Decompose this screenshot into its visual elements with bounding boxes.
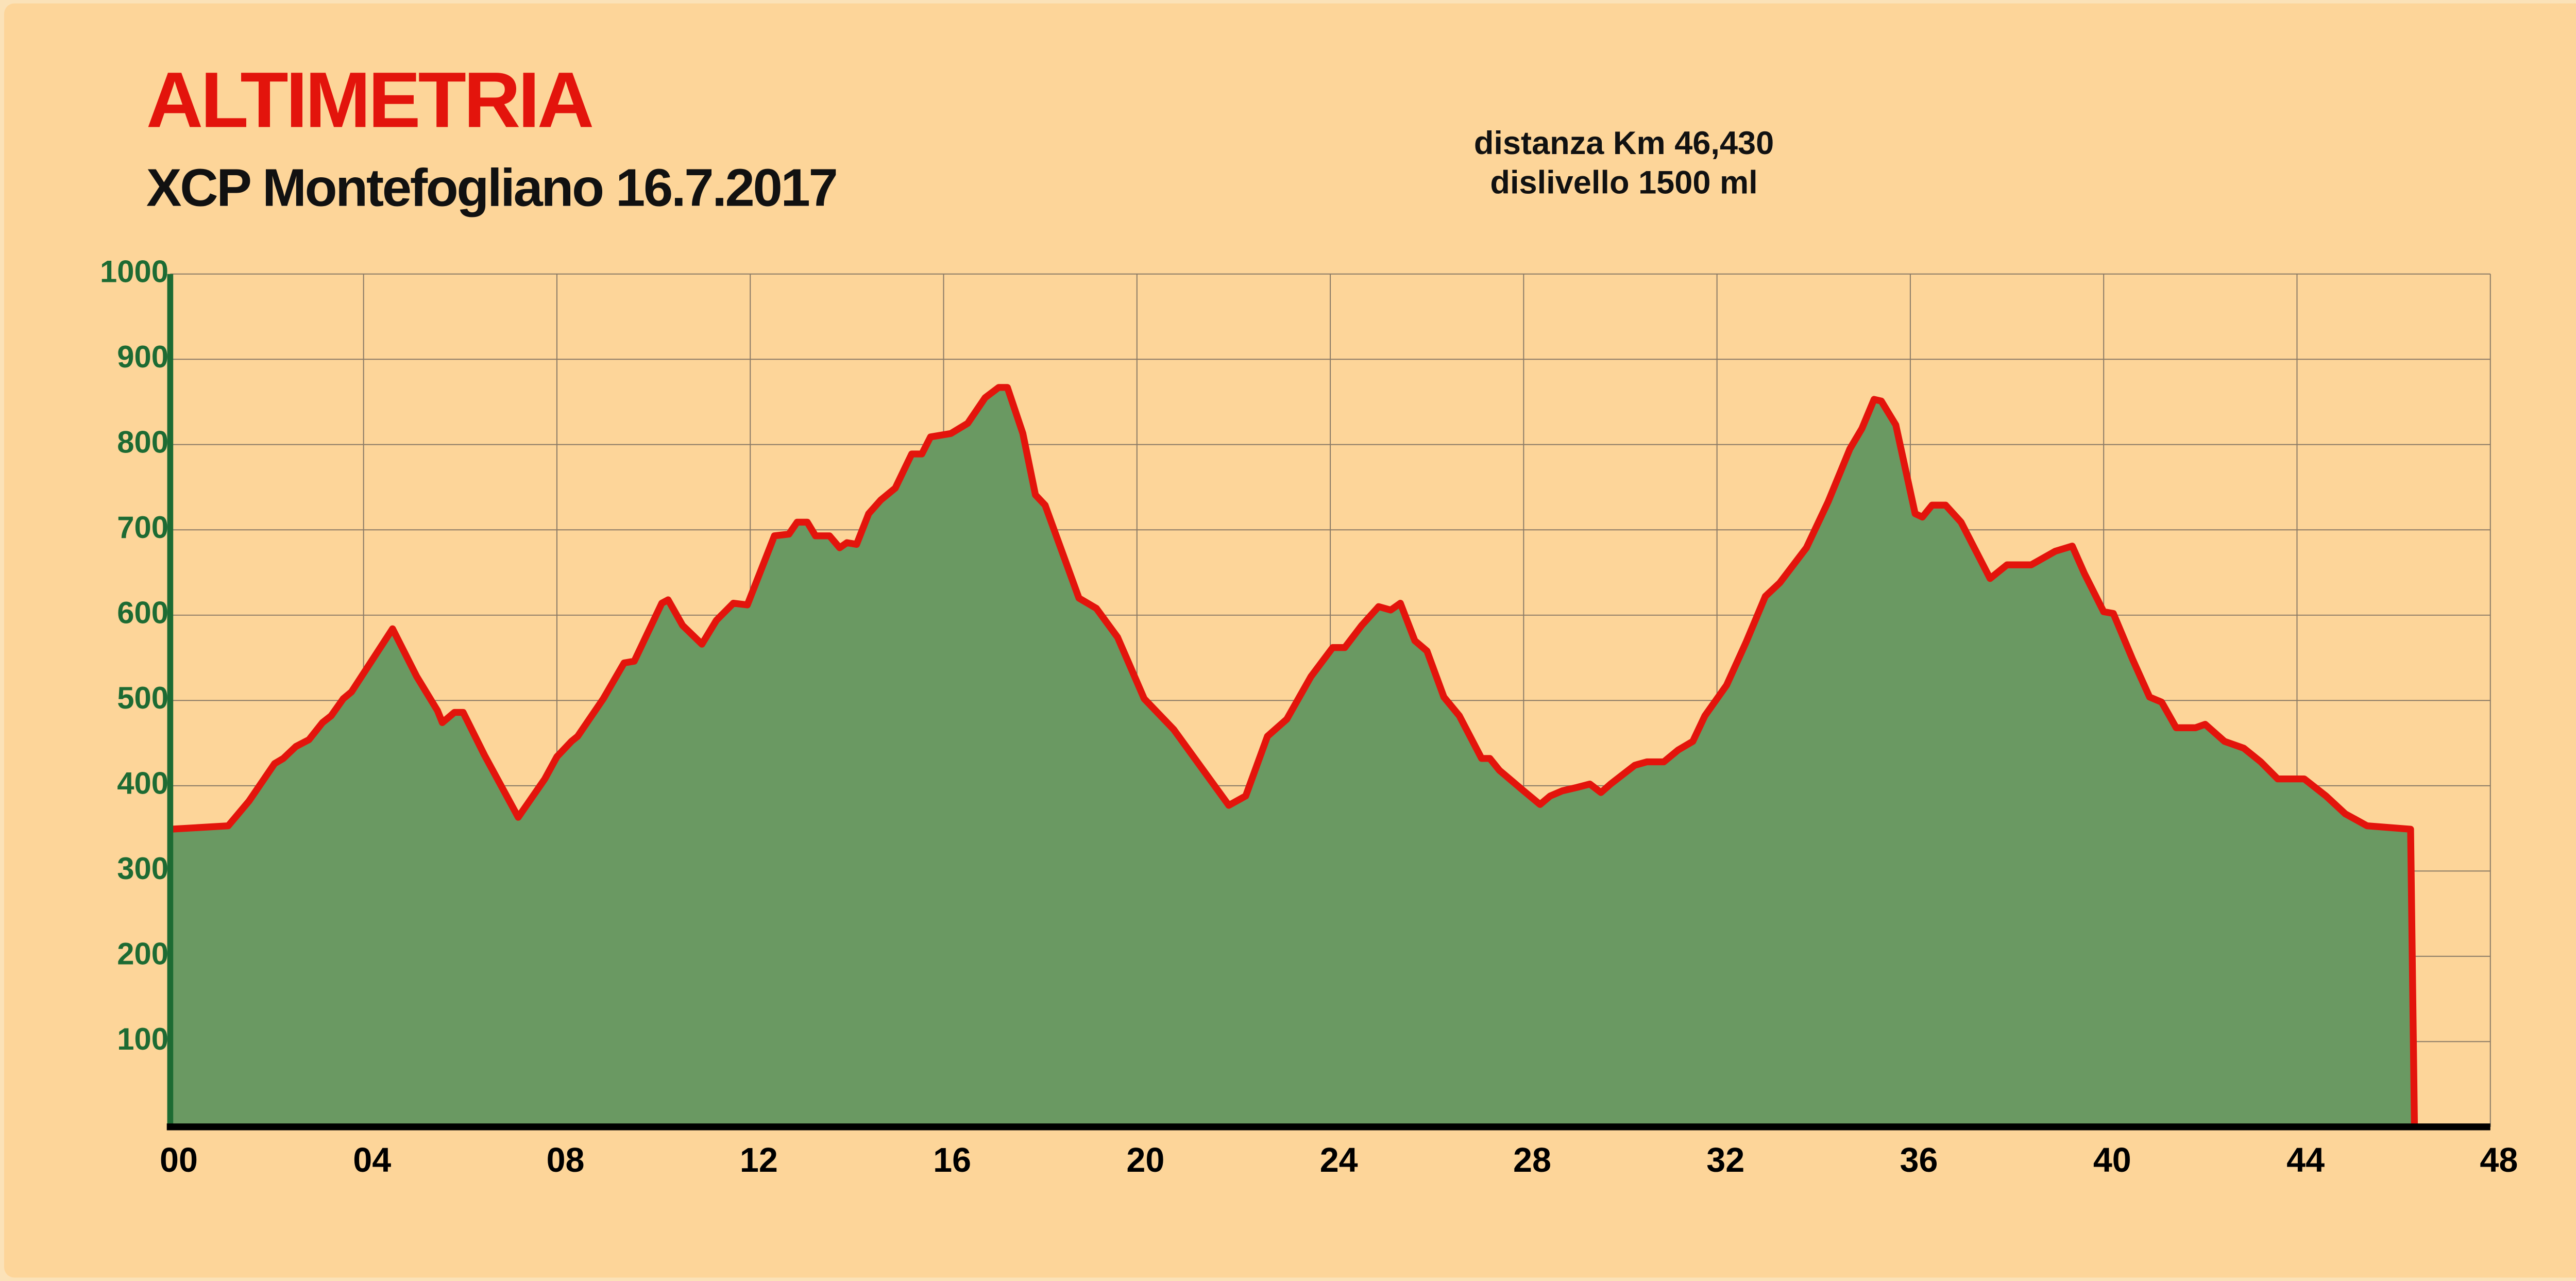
y-tick-label: 600	[117, 596, 168, 630]
y-tick-label: 900	[117, 340, 168, 374]
annotation: dislivello 1500 ml	[1490, 165, 1757, 201]
line	[170, 384, 2418, 1127]
y-tick-label: 200	[117, 937, 168, 971]
x-tick-label: 08	[547, 1141, 585, 1179]
y-tick-label: 1000	[100, 255, 168, 289]
y-tick-label: 400	[117, 766, 168, 801]
x-tick-label: 00	[160, 1141, 198, 1179]
y-tick-label: 700	[117, 510, 168, 545]
area	[170, 387, 2415, 1127]
x-tick-label: 44	[2286, 1141, 2325, 1179]
x-tick-label: 36	[1900, 1141, 1938, 1179]
x-tick-label: 28	[1513, 1141, 1551, 1179]
y-tick-label: 800	[117, 425, 168, 460]
y-tick-label: 300	[117, 851, 168, 886]
x-tick-label: 48	[2480, 1141, 2518, 1179]
chart-subtitle: XCP Montefogliano 16.7.2017	[146, 158, 837, 217]
x-tick-label: 20	[1126, 1141, 1164, 1179]
tick-labels: 100 200 300 400 500 600 700 800 900 1000 00 04 08 12 1…	[100, 255, 2518, 1180]
x-tick-label: 16	[933, 1141, 971, 1179]
x-tick-label: 40	[2093, 1141, 2131, 1179]
annotation: distanza Km 46,430	[1474, 125, 1774, 161]
y-tick-label: 100	[117, 1022, 168, 1056]
x-tick-label: 32	[1706, 1141, 1744, 1179]
x-tick-label: 24	[1320, 1141, 1358, 1179]
y-tick-label: 500	[117, 681, 168, 715]
x-tick-label: 12	[740, 1141, 778, 1179]
x-tick-label: 04	[353, 1141, 391, 1179]
chart-title: ALTIMETRIA	[146, 56, 592, 144]
plot-area	[170, 384, 2418, 1127]
